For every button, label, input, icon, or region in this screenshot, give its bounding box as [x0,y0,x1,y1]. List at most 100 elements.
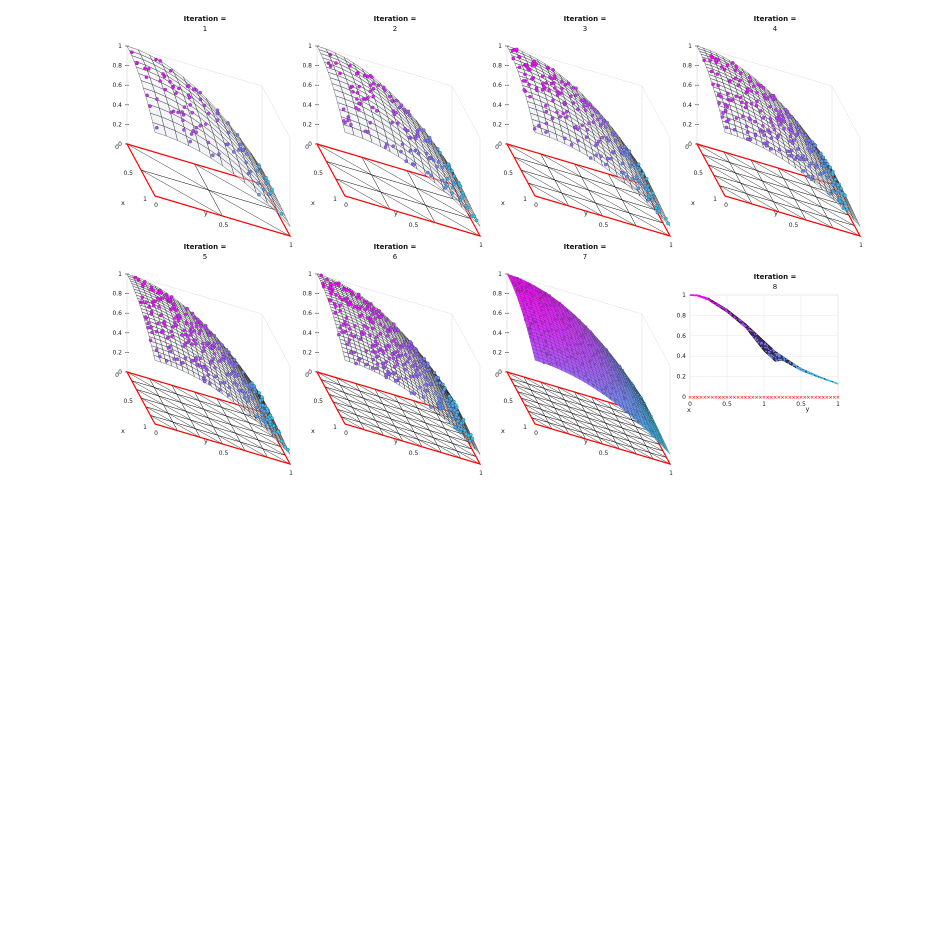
mesh-edge [194,391,200,401]
axis-edge [261,85,291,139]
data-point [831,172,835,177]
mesh-edge [216,398,222,408]
data-point [726,91,730,96]
data-point [341,107,346,111]
data-point [342,119,346,123]
data-point [441,382,445,387]
mesh-edge [527,383,548,396]
data-point [202,103,207,108]
data-point [823,159,828,163]
mesh-edge [615,442,637,455]
domain-boundary [695,143,862,237]
mesh-edge [582,432,603,445]
data-point [378,331,383,336]
data-point [650,191,655,195]
axis-edge [641,85,671,139]
data-point [360,332,364,337]
data-point [748,137,753,142]
mesh-edge [409,424,415,433]
mesh-edge [332,401,357,416]
subplot-title: Iteration = [373,243,417,251]
data-point [738,78,742,83]
data-point [447,166,451,171]
data-point [594,153,598,157]
data-point [407,135,412,140]
data-point [560,79,564,84]
y-tick-label: 0 [154,430,158,437]
data-point [744,124,749,129]
data-point [396,121,400,125]
data-point [583,108,588,113]
mesh-edge [444,428,449,437]
mesh-edge [386,411,411,425]
data-point [741,114,745,119]
mesh-edge [729,162,736,173]
mesh-edge [413,431,419,440]
mesh-edge [390,418,411,425]
mesh-edge [452,443,477,457]
data-point [357,101,361,105]
mesh-edge [629,212,664,224]
data-point [834,190,839,195]
data-point [378,322,383,326]
data-point [788,122,793,127]
data-point [180,110,184,114]
surface-cell [659,210,669,224]
mesh-edge [595,430,613,437]
data-point [710,55,715,60]
axis-edge [126,273,263,315]
mesh-edge [827,217,855,226]
data-point [334,61,338,65]
data-point [191,87,196,92]
mesh-edge [523,376,545,389]
mesh-edge [575,419,593,425]
mesh-edge [190,419,196,429]
data-point [388,372,392,376]
mesh-edge [629,440,647,447]
data-point [168,79,172,84]
mesh-edge [548,422,566,428]
data-point [734,64,738,69]
mesh-edge [190,419,218,436]
data-point [189,330,194,334]
data-point [181,118,185,123]
mesh-edge [794,199,801,210]
mesh-edge [380,191,436,223]
mesh-edge [167,413,174,423]
data-point [576,107,580,112]
data-point [262,409,266,414]
data-point [373,317,377,321]
data-point [362,73,367,78]
data-point [386,333,390,338]
mesh-edge [336,408,357,416]
data-point [620,151,625,156]
y-tick-label: 0 [344,430,348,437]
data-point [453,425,458,429]
data-point [219,381,223,385]
data-point [414,349,418,353]
data-point [604,136,609,140]
data-point [740,100,744,104]
mesh-edge [348,399,372,414]
data-point [808,150,812,154]
mesh-edge [253,431,281,447]
z-tick-label: 0.2 [112,349,122,356]
mesh-edge [348,399,368,406]
mesh-edge [639,432,660,445]
mesh-edge [258,439,281,447]
mesh-edge [612,435,630,442]
mesh-edge [176,393,204,410]
data-point [755,90,759,95]
data-point [768,104,772,109]
mesh-edge [429,430,453,444]
mesh-edge [622,199,664,224]
data-point [373,343,377,348]
mesh-edge [208,189,291,237]
data-point [445,398,449,402]
data-point [515,47,519,52]
mesh-edge [615,414,619,422]
data-point [384,142,389,146]
mesh-edge [203,409,232,425]
data-point [201,341,205,346]
y-axis-label: y [774,209,778,217]
